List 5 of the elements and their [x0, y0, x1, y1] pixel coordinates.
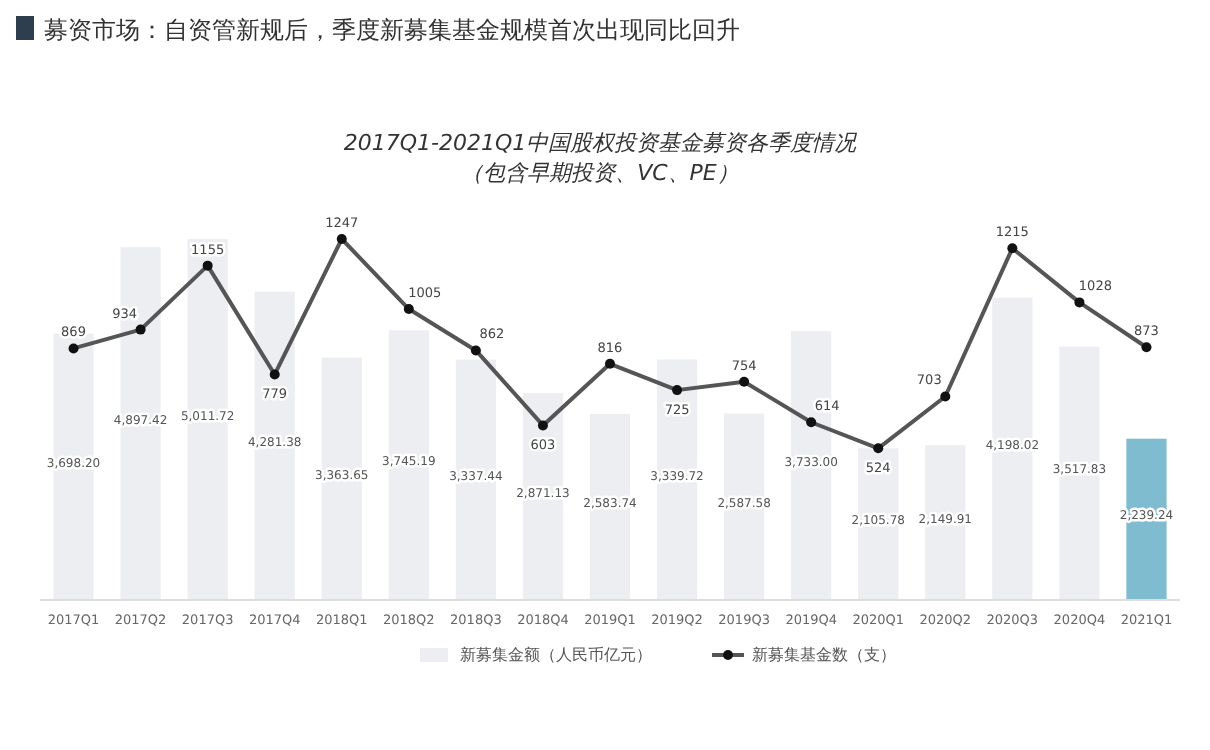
legend-label: 新募集基金数（支）: [752, 646, 896, 664]
text: 募资市场：自资管新规后，季度新募集基金规模首次出现同比回升: [44, 16, 740, 44]
legend-label: 新募集金额（人民币亿元）: [460, 646, 652, 664]
chart-title: 2017Q1-2021Q1中国股权投资基金募资各季度情况: [343, 130, 859, 156]
chart-subtitle: （包含早期投资、VC、PE）: [461, 160, 739, 186]
